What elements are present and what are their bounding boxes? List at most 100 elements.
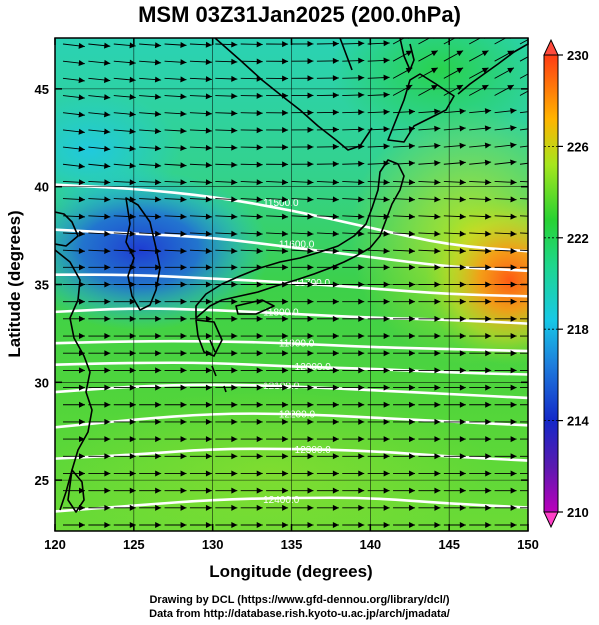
wind-arrow [494, 487, 517, 494]
wind-arrow [240, 281, 263, 288]
wind-arrow [367, 504, 390, 511]
wind-arrow [342, 126, 365, 133]
wind-arrow [266, 453, 289, 460]
wind-arrow [519, 198, 528, 200]
wind-arrow [494, 107, 517, 114]
wind-arrow [62, 179, 85, 186]
wind-arrow [113, 384, 136, 391]
wind-arrow [139, 179, 162, 186]
wind-arrow [469, 213, 492, 220]
wind-arrow [88, 111, 111, 118]
wind-arrow [164, 179, 187, 186]
wind-arrow [62, 128, 85, 135]
wind-arrow [113, 111, 136, 118]
wind-arrow [520, 455, 528, 457]
y-tick-label: 40 [35, 180, 49, 195]
wind-arrow [469, 453, 492, 460]
wind-arrow [189, 315, 212, 322]
wind-arrow [367, 143, 390, 150]
wind-arrow [418, 264, 441, 271]
wind-arrow [266, 75, 289, 82]
wind-arrow [291, 453, 314, 460]
wind-arrow [63, 350, 85, 357]
wind-arrow [63, 264, 85, 271]
wind-arrow [469, 281, 492, 288]
wind-arrow [113, 298, 136, 305]
wind-arrow [494, 522, 517, 528]
wind-arrow [266, 281, 289, 288]
wind-arrow [291, 298, 314, 305]
wind-arrow [240, 213, 263, 220]
wind-arrow [88, 522, 111, 528]
wind-arrow [215, 161, 238, 168]
wind-arrow [164, 145, 187, 152]
wind-arrow [291, 281, 314, 288]
wind-arrow [520, 421, 528, 423]
wind-arrow [520, 301, 528, 303]
wind-arrow [113, 367, 136, 374]
wind-arrow [520, 524, 528, 526]
wind-arrow [494, 384, 517, 391]
wind-arrow [291, 264, 314, 271]
wind-arrow [139, 247, 162, 254]
wind-arrow [316, 230, 339, 237]
wind-arrow [189, 522, 212, 528]
wind-arrow [164, 384, 187, 391]
wind-arrow [189, 58, 212, 65]
wind-arrow [316, 333, 339, 340]
wind-arrow [418, 160, 441, 167]
wind-arrow [164, 436, 187, 443]
wind-arrow [240, 384, 263, 391]
wind-arrow [469, 179, 492, 186]
wind-arrow [215, 281, 238, 288]
wind-arrow [189, 230, 212, 237]
wind-arrow [164, 298, 187, 305]
wind-arrow [266, 161, 289, 168]
wind-arrow [342, 487, 365, 494]
wind-arrow [215, 298, 238, 305]
colorbar-tick-label: 226 [567, 139, 589, 154]
contour-line [55, 383, 528, 400]
contour-line [55, 228, 528, 273]
wind-arrow [291, 487, 314, 494]
wind-arrow [266, 264, 289, 271]
wind-arrow [469, 504, 492, 511]
wind-arrow [215, 41, 238, 48]
wind-arrow [443, 108, 466, 115]
wind-arrow [291, 436, 314, 443]
wind-arrow [240, 333, 263, 340]
wind-arrow [215, 470, 238, 477]
wind-arrow [342, 367, 365, 374]
wind-arrow [443, 213, 466, 220]
wind-arrow [240, 41, 263, 48]
contour-line [55, 273, 528, 298]
wind-arrow [266, 230, 289, 237]
wind-arrow [494, 453, 517, 460]
wind-arrow [139, 93, 162, 100]
wind-arrow [418, 453, 441, 460]
wind-arrow [88, 230, 111, 237]
wind-arrow [316, 92, 339, 99]
wind-arrow [164, 333, 187, 340]
wind-arrow [266, 504, 289, 511]
wind-arrow [88, 384, 111, 391]
wind-arrow [113, 470, 136, 477]
wind-arrow [113, 42, 136, 49]
wind-arrow [189, 110, 212, 117]
contour-label: 12100.0 [263, 381, 300, 392]
wind-arrow [189, 127, 212, 134]
wind-arrow [342, 230, 365, 237]
wind-arrow [519, 145, 528, 148]
wind-arrow [418, 142, 441, 149]
wind-arrow [418, 384, 441, 391]
wind-arrow [342, 160, 365, 167]
wind-arrow [469, 264, 492, 271]
wind-arrow [291, 418, 314, 425]
wind-arrow [266, 109, 289, 116]
wind-arrow [519, 249, 528, 251]
wind-arrow [215, 384, 238, 391]
wind-arrow [88, 418, 111, 425]
wind-arrow [443, 159, 466, 166]
wind-arrow [367, 213, 390, 220]
wind-arrow [316, 522, 339, 528]
